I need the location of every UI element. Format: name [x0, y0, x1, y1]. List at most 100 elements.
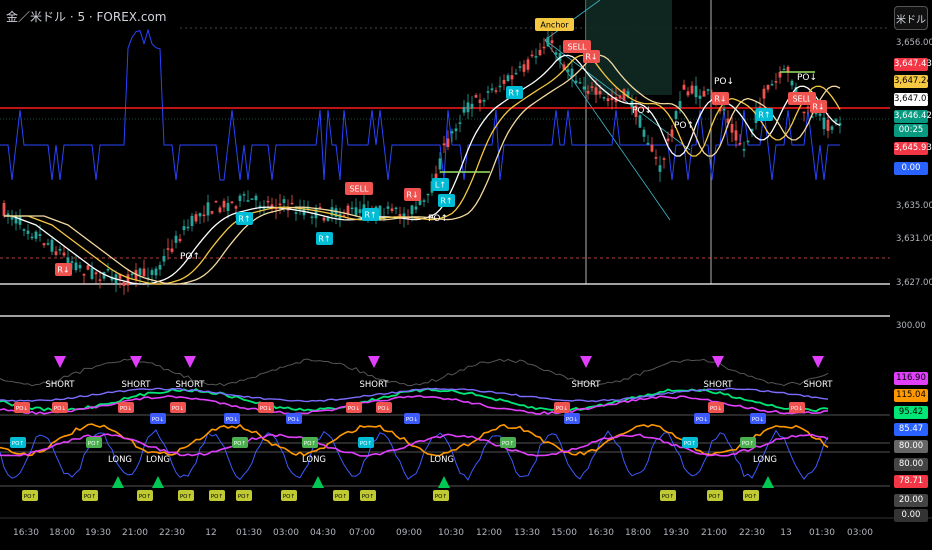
r-down-signal: R↓	[406, 191, 418, 200]
candle-body	[402, 213, 406, 218]
symbol-title[interactable]: 金／米ドル · 5 · FOREX.com	[6, 10, 167, 24]
candle-body	[474, 95, 478, 98]
l-up-signal: L↑	[435, 181, 446, 190]
short-arrow	[54, 356, 66, 368]
candle-body	[354, 207, 358, 216]
long-label: LONG	[146, 455, 170, 465]
short-arrow	[580, 356, 592, 368]
candle-body	[418, 199, 422, 205]
candle-body	[118, 273, 122, 279]
candle-body	[746, 140, 750, 143]
candle-body	[738, 142, 742, 145]
r-down-signal-bg	[583, 50, 600, 63]
candle-body	[206, 202, 210, 216]
candle-body	[678, 101, 682, 109]
candle-body	[58, 248, 62, 251]
grid-lines	[0, 0, 932, 519]
candle-body	[46, 243, 50, 245]
candle-body	[42, 243, 46, 246]
candle-body	[154, 268, 158, 276]
candle-body	[518, 66, 522, 68]
candle-body	[230, 201, 234, 204]
candle-body	[778, 72, 782, 78]
candle-body	[250, 198, 254, 200]
short-label: SHORT	[572, 380, 602, 390]
po-badge: PO↑	[362, 493, 374, 500]
osc-signal: PO↓	[54, 405, 66, 412]
candle-body	[478, 99, 482, 103]
candle-body	[102, 271, 106, 279]
candle-body	[610, 97, 614, 101]
oscillator-label: 0.00	[894, 509, 928, 522]
candle-body	[146, 277, 150, 280]
osc-signal-bg	[740, 437, 756, 448]
po-down-label: PO↓	[797, 73, 817, 83]
candle-body	[226, 202, 230, 211]
candle-body	[638, 115, 642, 128]
candle-body	[214, 201, 218, 203]
r-down-signal: R↓	[585, 53, 597, 62]
osc-violet	[0, 387, 829, 403]
currency-button[interactable]: 米ドル	[894, 6, 928, 30]
candle-body	[290, 202, 294, 205]
candle-body	[550, 40, 554, 44]
oscillator-label: 80.00	[894, 440, 928, 453]
candle-body	[210, 211, 214, 214]
price-pane: SELLSELLSELLR↓R↓R↓R↓R↓R↑R↑R↑R↑R↑R↑L↑Anch…	[0, 0, 890, 295]
candle-body	[142, 268, 146, 277]
osc-signal-bg	[224, 413, 240, 424]
candle-body	[526, 59, 530, 70]
r-down-signal-bg	[712, 92, 729, 105]
long-label: LONG	[302, 455, 326, 465]
l-up-signal-bg	[432, 178, 449, 191]
candle-body	[50, 239, 54, 252]
osc-signal: PO↓	[566, 416, 578, 423]
candle-body	[514, 72, 518, 75]
osc-signal: PO↓	[752, 416, 764, 423]
osc-signal: PO↓	[406, 416, 418, 423]
candle-body	[390, 208, 394, 212]
candle-body	[202, 214, 206, 217]
candle-body	[486, 91, 490, 93]
candle-body	[470, 103, 474, 109]
osc-signal-bg	[346, 402, 362, 413]
candle-body	[394, 207, 398, 210]
candle-body	[86, 265, 90, 270]
po-badge-bg	[82, 490, 98, 501]
price-tick: 3,656.00	[896, 38, 932, 48]
candle-body	[494, 90, 498, 92]
osc-signal: PO↓	[226, 416, 238, 423]
candle-body	[70, 261, 74, 263]
osc-signal-bg	[682, 437, 698, 448]
candle-body	[646, 142, 650, 145]
candle-body	[106, 269, 110, 271]
time-tick: 07:00	[349, 528, 375, 538]
osc-signal: PO↓	[348, 405, 360, 412]
long-arrow	[762, 476, 774, 488]
osc-signal: PO↑	[742, 440, 754, 447]
candle-body	[590, 86, 594, 88]
oscillator-label: 80.00	[894, 458, 928, 471]
candle-body	[14, 215, 18, 224]
candle-body	[386, 206, 390, 209]
time-tick: 18:00	[625, 528, 651, 538]
time-tick: 15:00	[551, 528, 577, 538]
po-badge: PO↑	[662, 493, 674, 500]
r-up-signal: R↑	[238, 215, 250, 224]
oscillator-label: 85.47	[894, 423, 928, 436]
anchor-label-bg	[535, 18, 574, 31]
candle-body	[642, 129, 646, 137]
ma-tan	[4, 54, 841, 285]
osc-signal-bg	[789, 402, 805, 413]
po-badge-bg	[707, 490, 723, 501]
candle-body	[38, 234, 42, 236]
candle-body	[174, 235, 178, 243]
long-arrow	[438, 476, 450, 488]
time-tick: 19:30	[85, 528, 111, 538]
candle-body	[158, 264, 162, 270]
r-up-signal: R↑	[440, 197, 452, 206]
candle-body	[458, 122, 462, 124]
candle-body	[110, 276, 114, 281]
trend-line	[544, 39, 671, 221]
